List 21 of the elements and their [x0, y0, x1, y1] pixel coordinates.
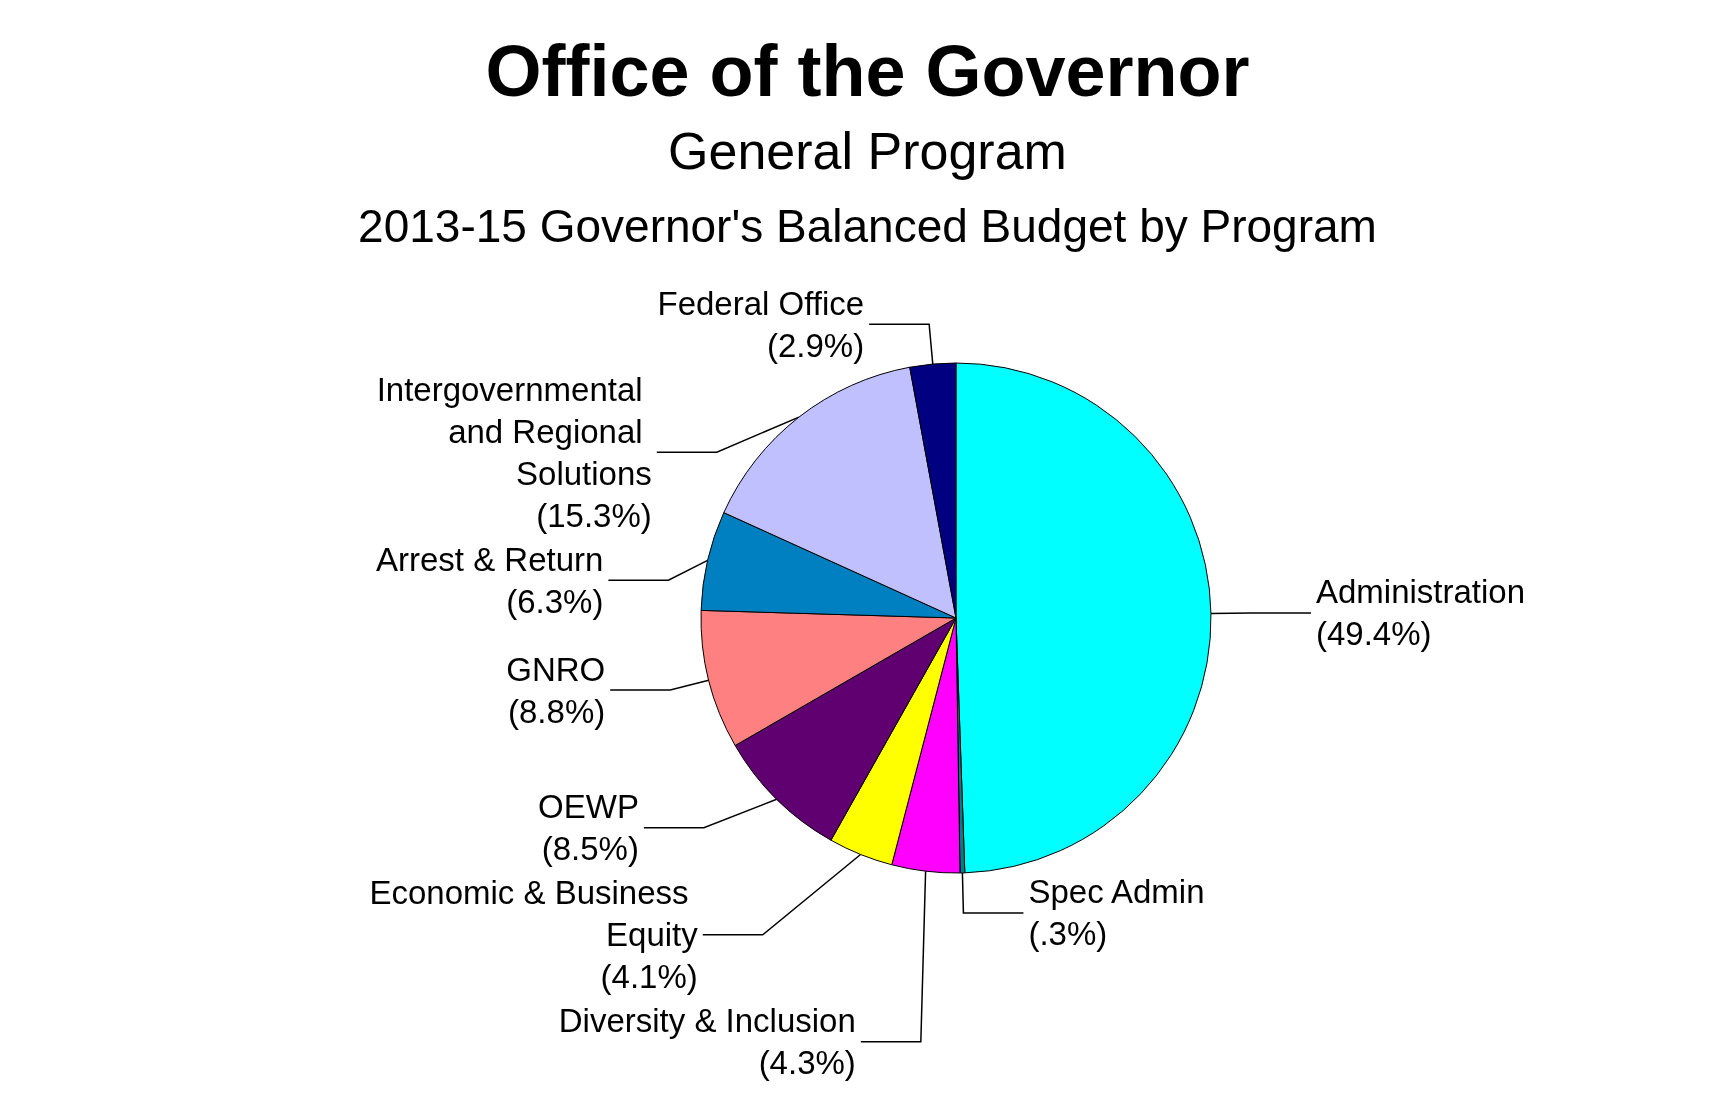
slice-label: OEWP — [538, 788, 639, 826]
slice-label: GNRO — [506, 650, 606, 688]
slice-label: Diversity & Inclusion — [558, 1002, 856, 1040]
data-label: (6.3%) — [506, 582, 604, 620]
slice-label: Administration — [1315, 573, 1526, 611]
slice-label: Spec Admin — [1028, 873, 1205, 911]
data-label: (4.1%) — [600, 958, 698, 996]
slice-label: Federal Office — [657, 284, 865, 322]
data-label: (.3%) — [1028, 915, 1108, 953]
data-label: (15.3%) — [536, 496, 652, 534]
data-label: (49.4%) — [1315, 615, 1432, 653]
chart-title: Office of the Governor — [485, 31, 1250, 111]
slice-label: Economic & Business Equity — [369, 874, 699, 954]
chart-subtitle: General Program — [668, 122, 1067, 180]
data-label: (4.3%) — [758, 1044, 856, 1082]
data-label: (8.5%) — [541, 830, 639, 868]
slice-label: Arrest & Return — [376, 540, 604, 578]
data-label: (8.8%) — [508, 692, 606, 730]
text: 2013-15 Governor's Balanced Budget by Program — [358, 200, 1377, 252]
data-label: (2.9%) — [766, 326, 865, 364]
slice-label: Intergovernmental and Regional Solutions — [376, 370, 652, 492]
